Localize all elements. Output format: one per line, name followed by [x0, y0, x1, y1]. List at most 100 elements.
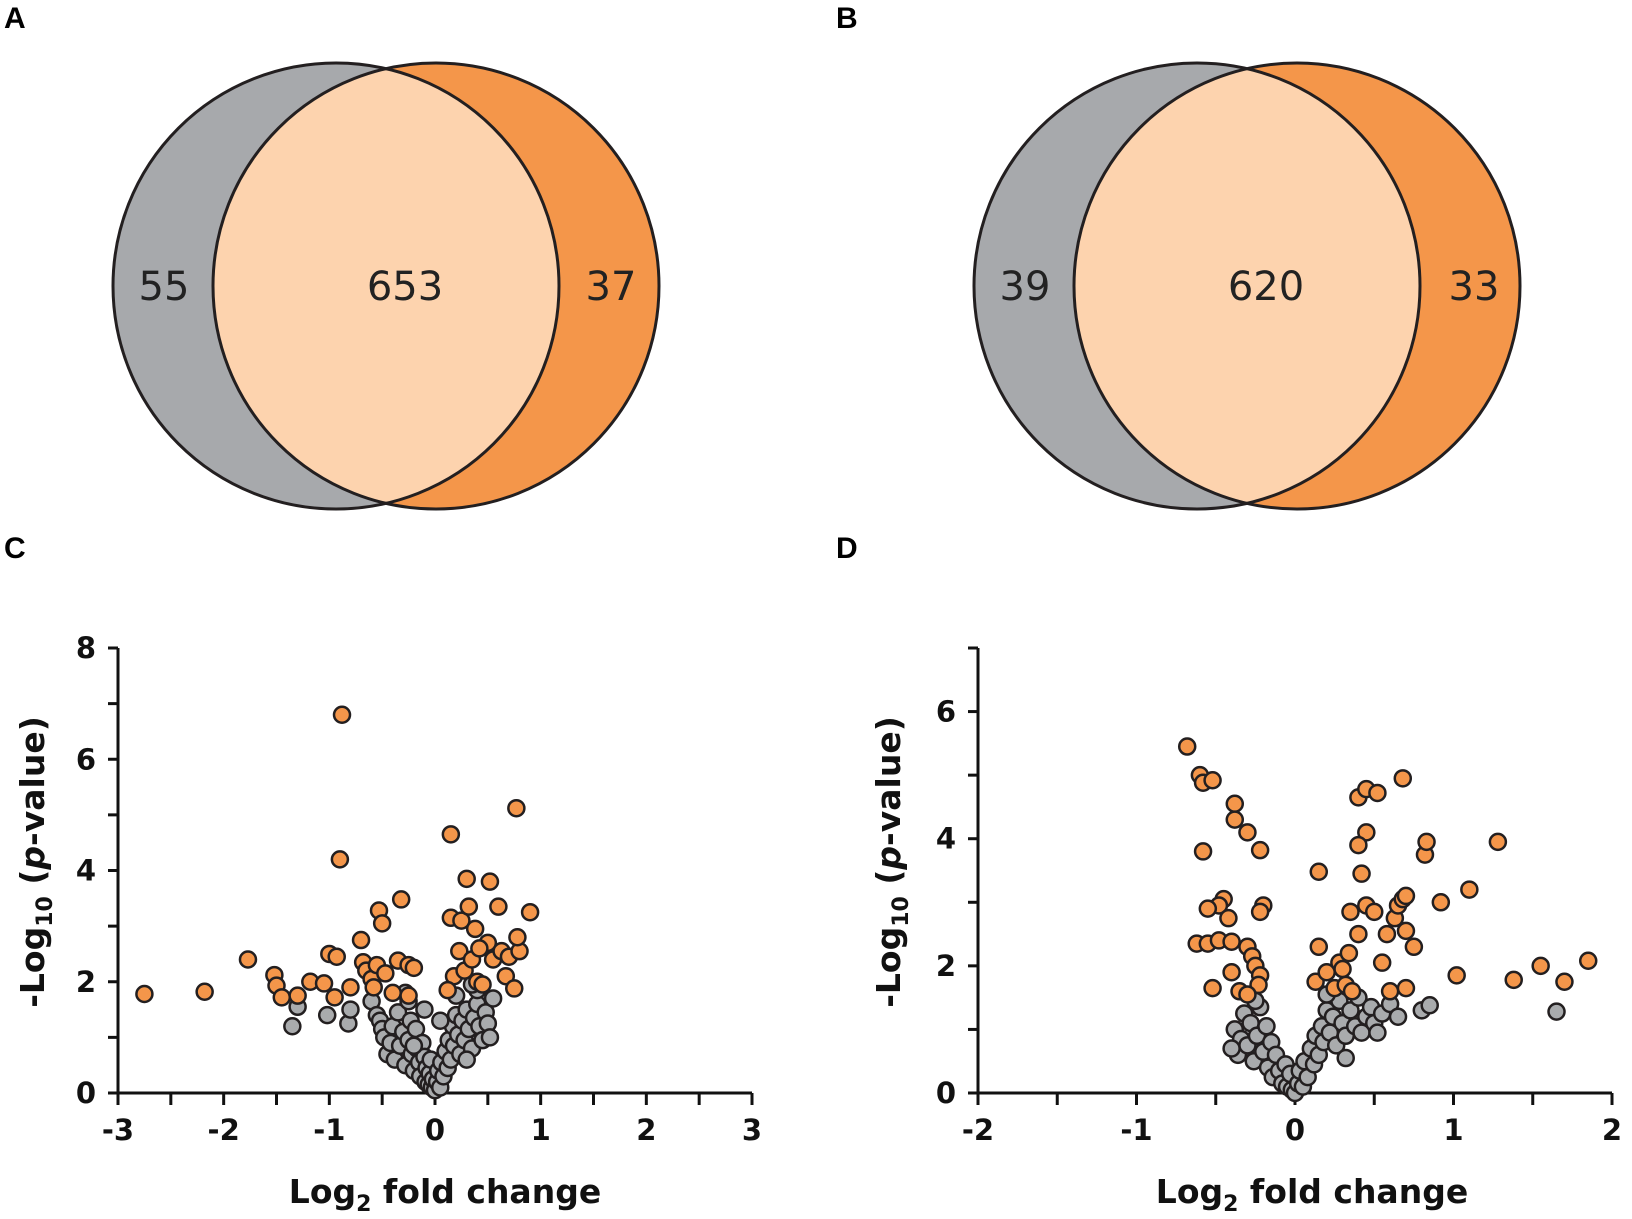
y-tick-label: 0	[936, 1076, 956, 1110]
significant-point	[1368, 783, 1387, 803]
significant-point	[1349, 835, 1368, 855]
nonsignificant-point	[404, 1036, 424, 1055]
x-tick-label: 0	[425, 1113, 445, 1147]
y-tick-label: 4	[936, 822, 956, 856]
nonsignificant-point	[480, 1028, 500, 1047]
y-tick-label: 2	[76, 965, 96, 999]
significant-point	[351, 930, 371, 950]
significant-point	[1372, 953, 1392, 972]
venn-a-right-region	[386, 63, 659, 510]
significant-point	[1349, 924, 1368, 944]
y-tick-label: 4	[76, 854, 96, 888]
significant-point	[450, 941, 469, 961]
significant-point	[1250, 840, 1270, 860]
nonsignificant-point	[431, 1011, 450, 1030]
y-tick-label: 6	[76, 742, 96, 776]
x-tick-label: 3	[742, 1113, 762, 1147]
panel-label-b: B	[836, 2, 858, 35]
significant-point	[473, 975, 492, 994]
significant-point	[1393, 769, 1413, 788]
volcano-plot-c: -3 -2 -1 0 1 2 3 0 2 4 6 8 Log2 fold change -Log10 …	[13, 631, 762, 1217]
nonsignificant-point	[341, 1000, 360, 1019]
venn-b-overlap-count: 620	[1228, 264, 1304, 310]
significant-point	[1250, 902, 1270, 922]
significant-point	[1333, 959, 1352, 979]
significant-point	[1488, 832, 1508, 852]
significant-point	[325, 988, 344, 1007]
significant-point	[1203, 770, 1222, 790]
significant-point	[1531, 956, 1550, 976]
venn-a: 55 653 37	[111, 61, 661, 511]
significant-point	[1417, 832, 1436, 852]
significant-point	[489, 897, 508, 916]
significant-point	[507, 798, 526, 818]
plot-c-y-axis-title: -Log10 (p-value)	[13, 716, 58, 1008]
nonsignificant-point	[388, 1003, 408, 1022]
y-tick-label: 0	[76, 1076, 96, 1110]
significant-point	[1222, 932, 1241, 951]
significant-point	[1431, 893, 1451, 912]
significant-point	[1578, 951, 1598, 971]
significant-point	[272, 988, 292, 1007]
venn-a-right-outline	[211, 61, 661, 511]
significant-point	[1309, 937, 1329, 957]
venn-b-right-region	[1247, 63, 1520, 510]
nonsignificant-point	[317, 1005, 337, 1025]
significant-point	[404, 958, 424, 978]
significant-point	[376, 964, 395, 983]
significant-point	[1396, 978, 1416, 998]
venn-a-right-count: 37	[586, 264, 637, 310]
panel-label-d: D	[836, 532, 858, 565]
significant-point	[327, 947, 346, 966]
significant-point	[341, 978, 360, 997]
nonsignificant-point	[1336, 1048, 1355, 1068]
significant-point	[1238, 823, 1257, 842]
plot-d-y-axis-title: -Log10 (p-value)	[869, 716, 914, 1008]
significant-point	[1396, 921, 1416, 941]
significant-point	[1225, 810, 1245, 829]
significant-point	[1193, 842, 1213, 861]
significant-point	[1341, 902, 1360, 922]
x-tick-label: -2	[962, 1113, 994, 1147]
significant-point	[1504, 970, 1523, 990]
x-tick-label: -1	[313, 1113, 345, 1147]
y-tick-label: 6	[936, 695, 956, 729]
x-tick-label: 0	[1285, 1113, 1305, 1147]
nonsignificant-point	[1257, 1017, 1276, 1036]
nonsignificant-point	[483, 989, 503, 1008]
venn-b-left-count: 39	[1000, 264, 1051, 310]
significant-point	[480, 872, 500, 891]
significant-point	[438, 980, 457, 1000]
significant-point	[1396, 886, 1416, 906]
x-tick-label: -1	[1120, 1113, 1152, 1147]
significant-point	[1460, 880, 1479, 899]
y-tick-label: 8	[76, 631, 96, 665]
nonsignificant-point	[1222, 1039, 1241, 1058]
venn-a-overlap-count: 653	[367, 264, 443, 310]
significant-point	[238, 950, 258, 969]
x-tick-label: 2	[1602, 1113, 1622, 1147]
significant-point	[1352, 864, 1371, 883]
venn-b: 39 620 33	[972, 61, 1522, 511]
significant-point	[1365, 902, 1384, 922]
significant-point	[1198, 899, 1218, 918]
significant-point	[520, 902, 540, 922]
nonsignificant-point	[1388, 1007, 1408, 1026]
significant-point	[330, 850, 350, 869]
venn-b-right-outline	[1072, 61, 1522, 511]
significant-point	[1309, 862, 1329, 882]
significant-point	[364, 978, 383, 997]
y-tick-label: 2	[936, 949, 956, 983]
significant-point	[288, 986, 307, 1005]
significant-point	[1225, 794, 1245, 813]
significant-point	[1377, 924, 1397, 944]
significant-point	[372, 914, 392, 933]
significant-point	[195, 982, 214, 1002]
venn-b-right-count: 33	[1449, 264, 1500, 310]
nonsignificant-point	[1547, 1002, 1566, 1021]
significant-point	[452, 911, 471, 930]
significant-point	[1339, 943, 1359, 963]
significant-point	[383, 983, 402, 1003]
significant-point	[1177, 737, 1197, 756]
